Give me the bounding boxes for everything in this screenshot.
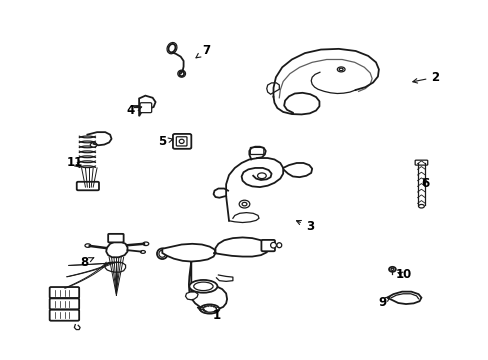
Ellipse shape [159, 250, 165, 257]
Polygon shape [139, 96, 155, 116]
Polygon shape [185, 292, 198, 300]
Polygon shape [162, 244, 215, 261]
Ellipse shape [179, 71, 183, 76]
FancyBboxPatch shape [261, 240, 274, 251]
Ellipse shape [337, 67, 345, 72]
Text: 10: 10 [395, 269, 411, 282]
FancyBboxPatch shape [173, 134, 191, 149]
Text: 3: 3 [296, 220, 313, 233]
Ellipse shape [276, 243, 281, 248]
Ellipse shape [157, 248, 167, 259]
Text: 1: 1 [197, 307, 220, 322]
FancyBboxPatch shape [50, 310, 79, 321]
Text: 4: 4 [126, 104, 142, 117]
Ellipse shape [168, 44, 175, 52]
FancyBboxPatch shape [176, 137, 186, 146]
Text: 7: 7 [196, 44, 209, 58]
Polygon shape [213, 238, 268, 257]
Ellipse shape [90, 143, 97, 147]
Ellipse shape [388, 267, 395, 272]
Ellipse shape [189, 280, 217, 293]
Polygon shape [106, 242, 127, 257]
Ellipse shape [418, 204, 424, 208]
FancyBboxPatch shape [50, 298, 79, 309]
Ellipse shape [390, 268, 393, 270]
Text: 5: 5 [158, 135, 173, 148]
Ellipse shape [200, 305, 219, 314]
Polygon shape [386, 292, 421, 304]
FancyBboxPatch shape [414, 160, 427, 165]
FancyBboxPatch shape [108, 234, 123, 242]
Ellipse shape [203, 306, 216, 312]
Text: 11: 11 [66, 157, 82, 170]
Text: 2: 2 [412, 71, 439, 84]
Ellipse shape [193, 282, 213, 291]
Ellipse shape [179, 139, 183, 144]
FancyBboxPatch shape [140, 103, 151, 113]
FancyBboxPatch shape [50, 287, 79, 298]
Ellipse shape [85, 244, 91, 247]
Text: 9: 9 [377, 296, 389, 309]
Ellipse shape [270, 242, 276, 248]
Ellipse shape [257, 173, 265, 179]
Ellipse shape [140, 251, 145, 253]
Polygon shape [104, 262, 125, 272]
Ellipse shape [339, 68, 343, 71]
Ellipse shape [239, 200, 249, 208]
FancyBboxPatch shape [250, 147, 264, 154]
Ellipse shape [242, 202, 246, 206]
Polygon shape [188, 261, 226, 310]
Text: 6: 6 [421, 177, 429, 190]
Text: 8: 8 [80, 256, 94, 269]
FancyBboxPatch shape [77, 182, 99, 190]
Polygon shape [266, 83, 279, 94]
Ellipse shape [142, 242, 148, 246]
